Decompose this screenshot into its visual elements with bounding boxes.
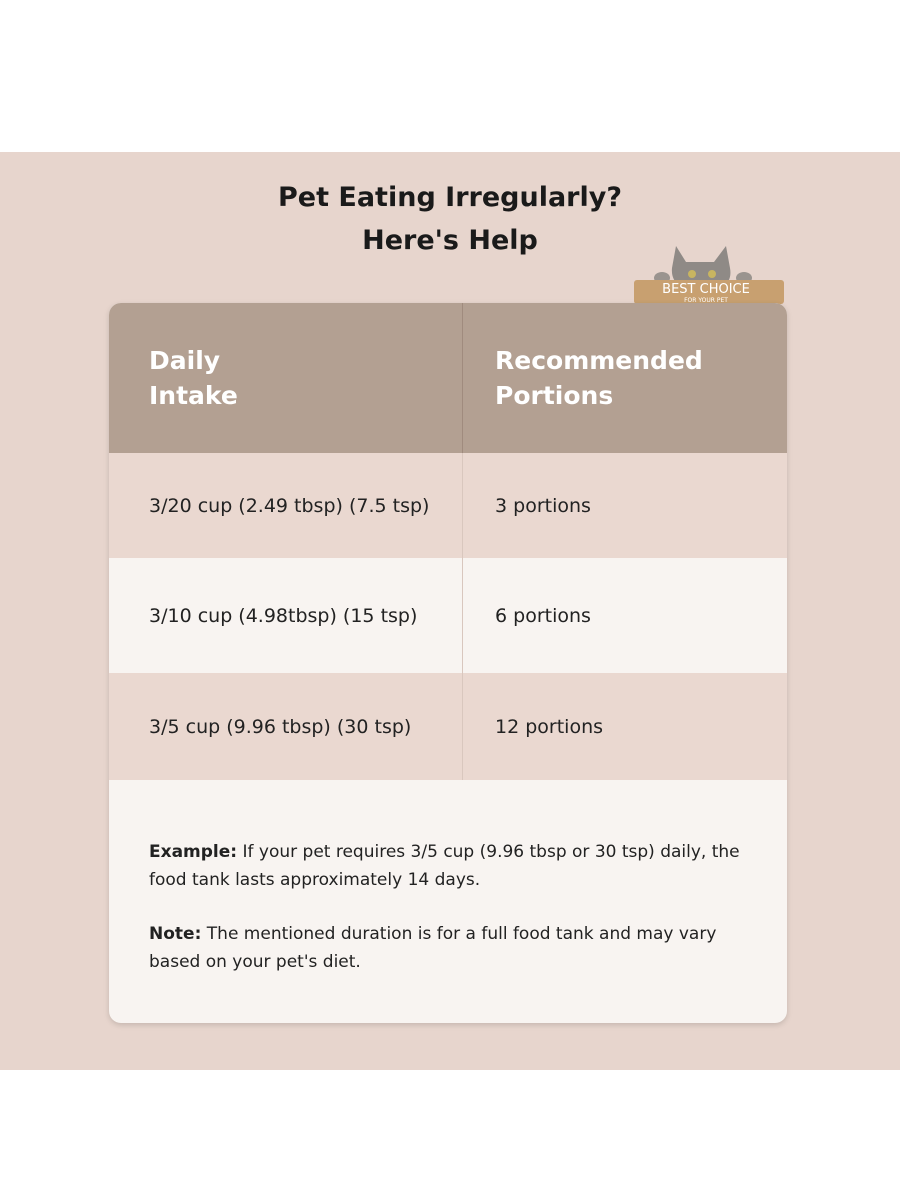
note-label: Example: xyxy=(149,842,238,862)
note: Note: The mentioned duration is for a fu… xyxy=(149,920,749,976)
badge-main: BEST CHOICE xyxy=(662,282,750,297)
badge-sub: FOR YOUR PET xyxy=(684,297,728,304)
title-line: Pet Eating Irregularly? xyxy=(277,182,623,213)
note-label: Note: xyxy=(149,924,202,944)
notes: Example: If your pet requires 3/5 cup (9… xyxy=(149,838,749,1002)
title-line: Here's Help xyxy=(362,225,538,256)
note: Example: If your pet requires 3/5 cup (9… xyxy=(149,838,749,894)
table-row: 3/20 cup (2.49 tbsp) (7.5 tsp) 3 portion… xyxy=(109,453,787,558)
header-cell: Recommended Portions xyxy=(495,346,703,410)
header-cell: Daily Intake xyxy=(109,303,463,453)
cell: 3/20 cup (2.49 tbsp) (7.5 tsp) xyxy=(109,453,463,558)
table-row: 3/5 cup (9.96 tbsp) (30 tsp) 12 portions xyxy=(109,673,787,780)
table-card: Daily Intake Recommended Portions 3/20 c… xyxy=(109,303,787,1023)
cell: 3/10 cup (4.98tbsp) (15 tsp) xyxy=(109,558,463,673)
cell: 3/5 cup (9.96 tbsp) (30 tsp) xyxy=(109,673,463,780)
cell: 6 portions xyxy=(495,604,591,627)
note-text: The mentioned duration is for a full foo… xyxy=(149,924,717,972)
cell: 3 portions xyxy=(495,494,591,517)
table-row: 3/10 cup (4.98tbsp) (15 tsp) 6 portions xyxy=(109,558,787,673)
note-text: If your pet requires 3/5 cup (9.96 tbsp … xyxy=(149,842,740,890)
header-row: Daily Intake Recommended Portions xyxy=(109,303,787,453)
badge: BEST CHOICE FOR YOUR PET xyxy=(634,246,784,304)
cell: 12 portions xyxy=(495,715,604,738)
